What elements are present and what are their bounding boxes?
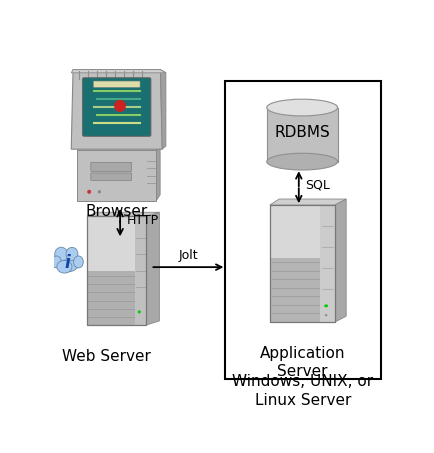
Text: RDBMS: RDBMS — [274, 125, 329, 140]
Text: Web Server: Web Server — [62, 349, 151, 364]
Ellipse shape — [138, 310, 141, 313]
Text: Jolt: Jolt — [178, 249, 198, 261]
FancyBboxPatch shape — [91, 173, 132, 180]
FancyBboxPatch shape — [82, 78, 151, 136]
Ellipse shape — [98, 190, 101, 193]
Polygon shape — [160, 70, 165, 149]
Polygon shape — [77, 145, 160, 150]
Ellipse shape — [57, 260, 72, 273]
Ellipse shape — [66, 247, 78, 260]
Polygon shape — [71, 70, 162, 149]
Ellipse shape — [87, 190, 91, 194]
Ellipse shape — [55, 247, 68, 262]
Ellipse shape — [52, 256, 61, 268]
Polygon shape — [146, 212, 159, 325]
Text: Application
Server: Application Server — [259, 346, 344, 379]
Text: Windows, UNIX, or
Linux Server: Windows, UNIX, or Linux Server — [232, 374, 373, 408]
Polygon shape — [134, 216, 146, 325]
Polygon shape — [319, 205, 334, 322]
Polygon shape — [87, 270, 146, 325]
Polygon shape — [269, 205, 334, 258]
Ellipse shape — [114, 100, 125, 112]
Text: Browser: Browser — [85, 204, 148, 219]
FancyBboxPatch shape — [93, 81, 140, 87]
Polygon shape — [266, 107, 337, 162]
Polygon shape — [87, 212, 159, 216]
Polygon shape — [269, 258, 334, 322]
Text: i: i — [65, 254, 70, 272]
Text: HTTP: HTTP — [127, 214, 158, 227]
Bar — [224, 81, 381, 379]
Polygon shape — [71, 70, 165, 73]
Polygon shape — [156, 145, 160, 201]
Ellipse shape — [56, 252, 79, 272]
Polygon shape — [269, 199, 345, 205]
Ellipse shape — [266, 153, 337, 170]
Text: SQL: SQL — [304, 179, 329, 192]
Ellipse shape — [324, 314, 327, 316]
Polygon shape — [87, 216, 146, 270]
Polygon shape — [77, 150, 156, 201]
Ellipse shape — [266, 99, 337, 116]
Ellipse shape — [323, 304, 327, 307]
Ellipse shape — [73, 256, 83, 268]
Polygon shape — [334, 199, 345, 322]
FancyBboxPatch shape — [91, 162, 132, 171]
